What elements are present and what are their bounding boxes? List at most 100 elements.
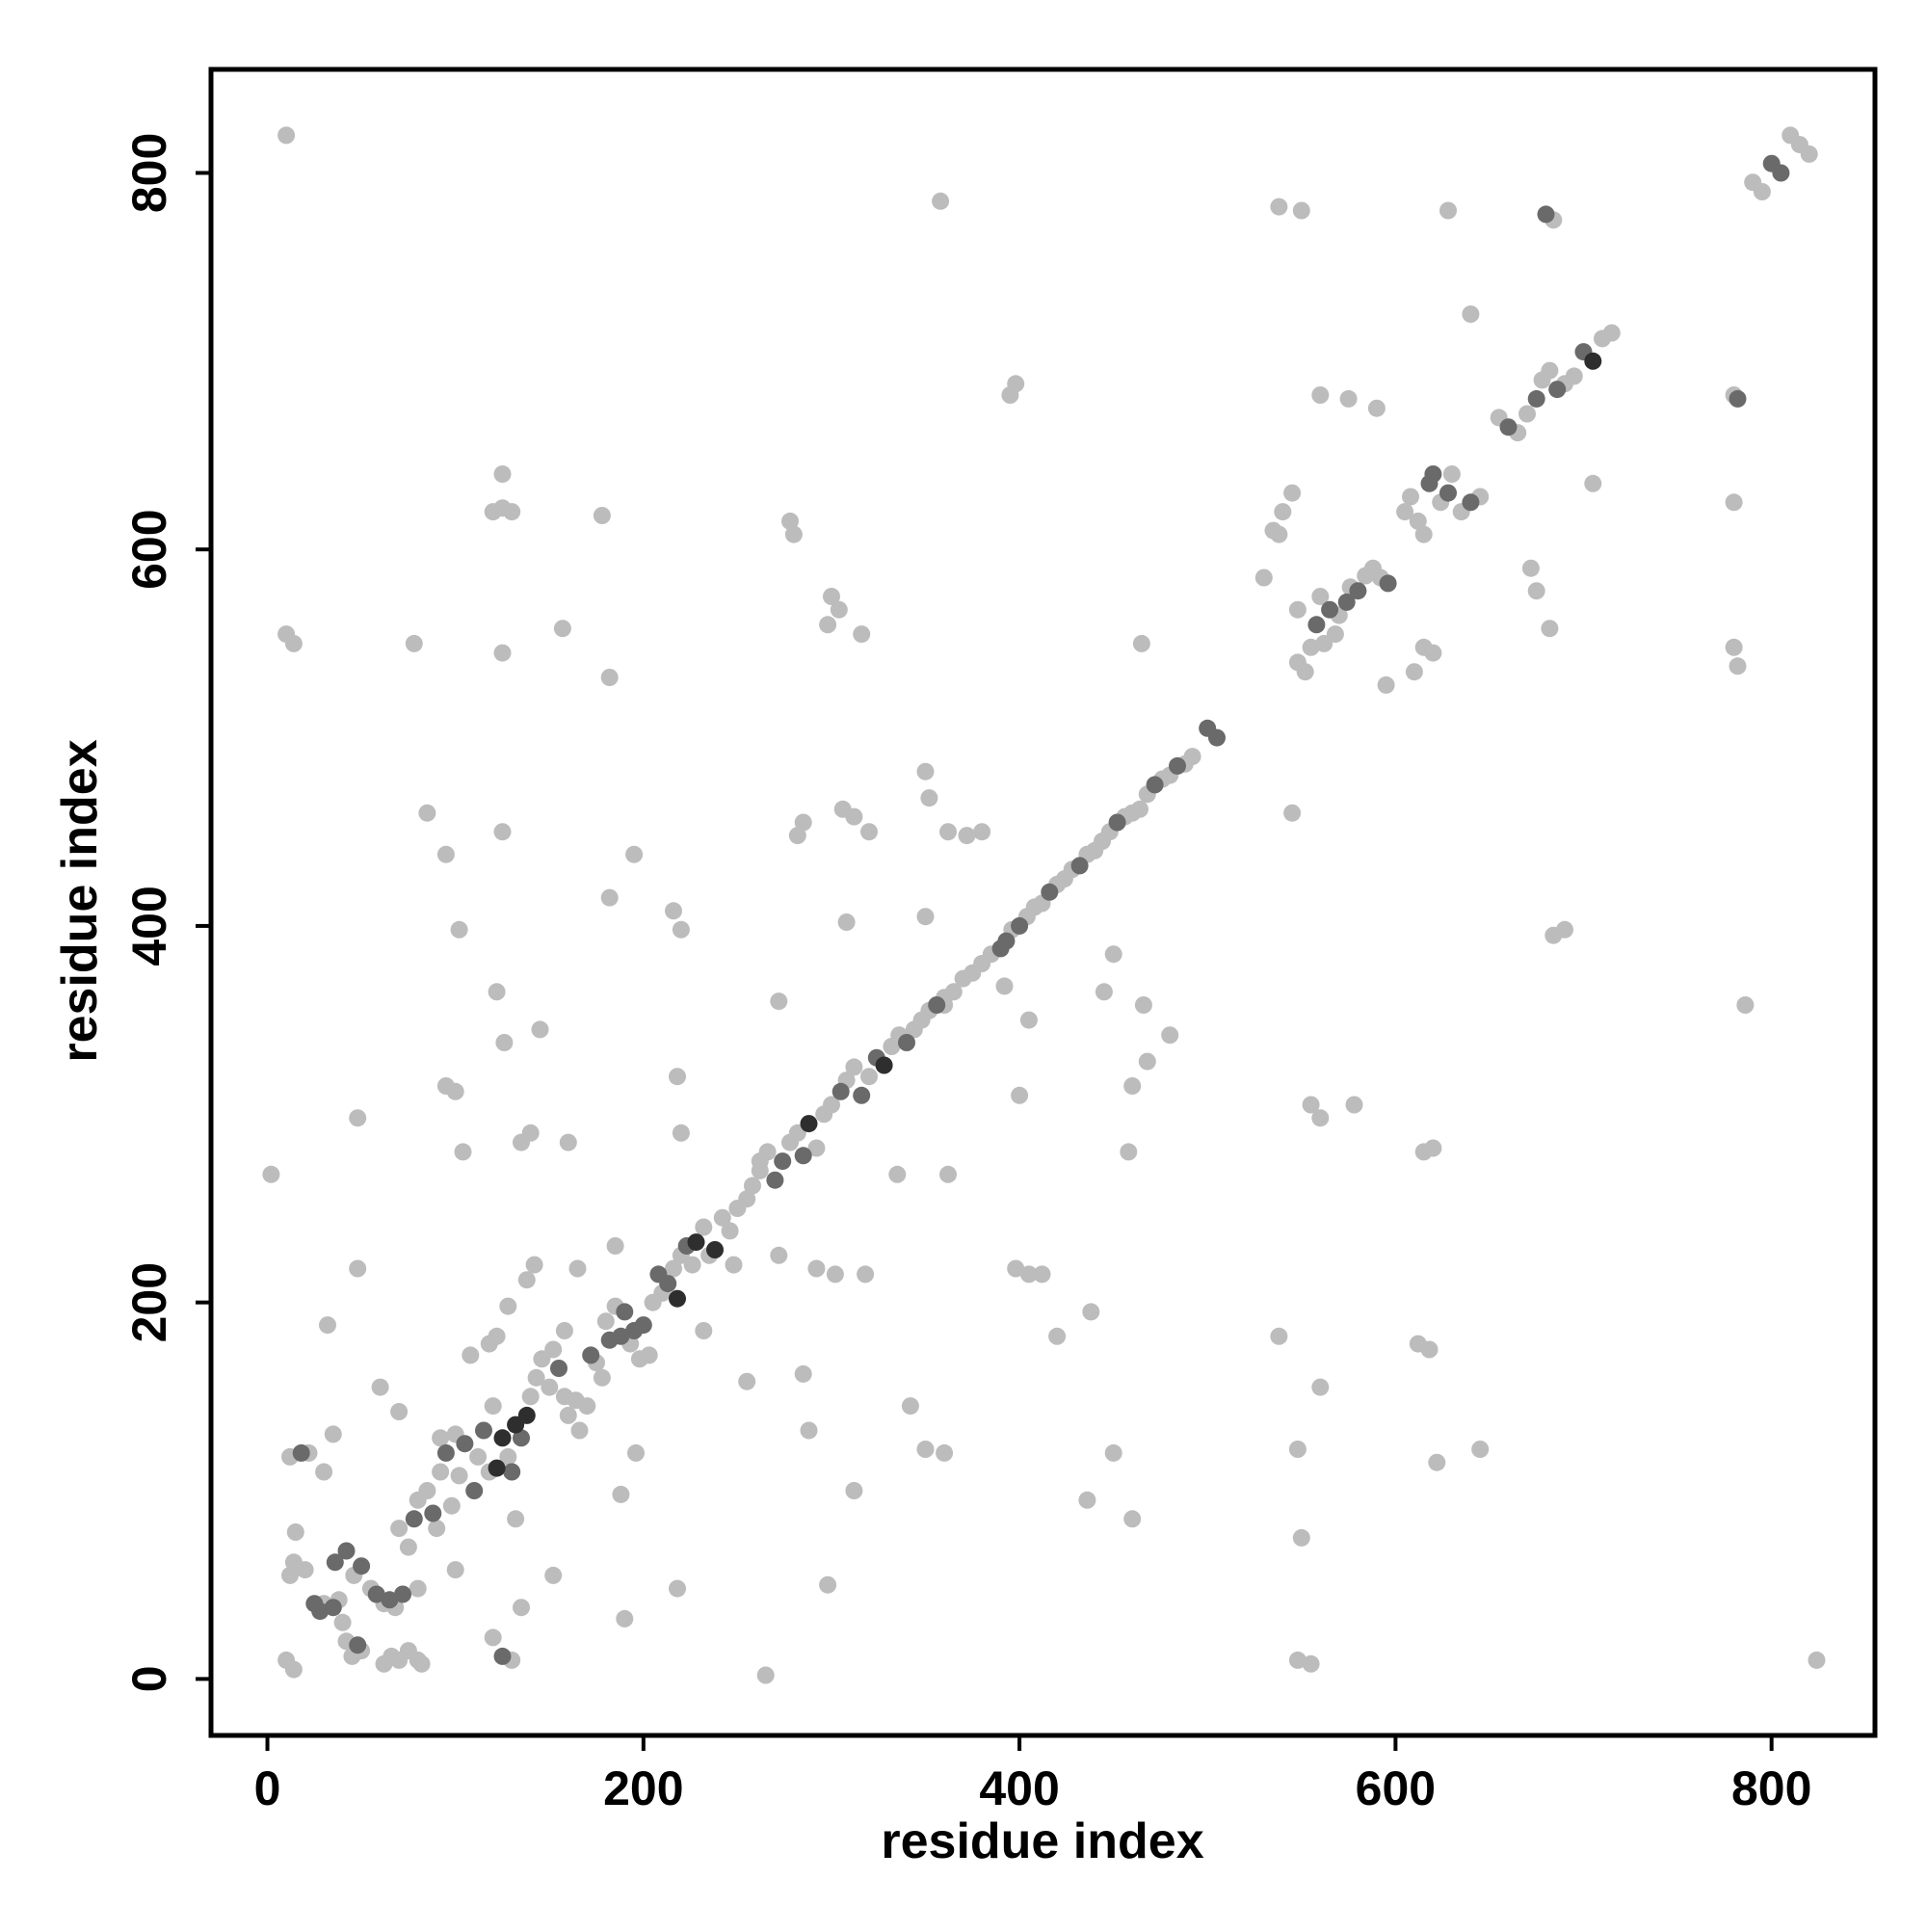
data-point	[1104, 945, 1122, 964]
x-tick-label: 200	[603, 1761, 683, 1815]
data-point	[853, 625, 871, 644]
data-point	[1292, 201, 1310, 220]
data-point	[1499, 418, 1518, 437]
data-point	[517, 1271, 536, 1289]
data-point	[1082, 1303, 1100, 1321]
data-point	[659, 1275, 677, 1293]
data-point	[462, 1346, 480, 1364]
data-point	[1725, 638, 1743, 656]
data-point	[1302, 638, 1320, 656]
data-point	[315, 1463, 333, 1481]
data-point	[337, 1542, 356, 1560]
data-point	[1095, 983, 1113, 1001]
data-point	[469, 1447, 488, 1466]
data-point	[1011, 1086, 1029, 1104]
data-point	[725, 1256, 743, 1274]
data-point	[616, 1609, 634, 1628]
data-point	[738, 1190, 756, 1208]
data-point	[493, 823, 512, 841]
data-point	[559, 1406, 577, 1424]
data-point	[1078, 1491, 1096, 1509]
data-point	[436, 845, 455, 863]
data-point	[521, 1124, 540, 1142]
data-point	[860, 823, 878, 841]
plot-frame	[208, 66, 1878, 1738]
data-point	[596, 1312, 615, 1331]
data-point	[1326, 625, 1344, 644]
data-point	[853, 1086, 871, 1104]
data-point	[1349, 582, 1367, 600]
data-point	[721, 1222, 739, 1240]
data-point	[665, 1259, 682, 1278]
data-point	[830, 600, 848, 619]
data-point	[390, 1520, 409, 1538]
data-point	[1321, 600, 1339, 619]
data-point	[1442, 465, 1461, 483]
data-point	[1420, 1340, 1439, 1359]
data-point	[286, 1523, 304, 1541]
y-axis-title: residue index	[52, 739, 108, 1062]
data-point	[284, 634, 303, 652]
data-point	[936, 1443, 954, 1462]
data-point	[521, 1388, 540, 1406]
data-point	[503, 1463, 521, 1481]
data-point	[446, 1561, 464, 1579]
data-point	[1379, 574, 1397, 593]
data-point	[695, 1322, 713, 1339]
data-point	[488, 1327, 506, 1345]
data-point	[1292, 1528, 1310, 1547]
data-point	[973, 823, 991, 841]
data-point	[939, 1165, 957, 1183]
data-point	[324, 1425, 342, 1443]
data-point	[1183, 748, 1201, 766]
data-point	[349, 1636, 367, 1654]
data-point	[1367, 399, 1386, 417]
data-point	[1311, 1109, 1330, 1127]
x-tick-label: 800	[1731, 1761, 1811, 1815]
x-tick-label: 400	[979, 1761, 1059, 1815]
data-point	[296, 1561, 314, 1579]
data-point	[837, 913, 856, 931]
data-point	[860, 1068, 878, 1086]
data-point	[1033, 1265, 1051, 1284]
data-point	[593, 1368, 611, 1387]
data-point	[1424, 1139, 1442, 1157]
data-point	[412, 1654, 431, 1673]
data-point	[1471, 1441, 1490, 1458]
y-tick-label: 600	[122, 509, 176, 589]
data-point	[503, 503, 521, 521]
data-point	[784, 525, 803, 543]
data-point	[488, 983, 506, 1001]
data-point	[371, 1378, 389, 1396]
data-point	[823, 1096, 840, 1114]
data-point	[507, 1510, 525, 1528]
data-point	[1131, 800, 1148, 818]
data-point	[916, 1441, 935, 1458]
data-point	[627, 1443, 645, 1462]
data-point	[794, 1147, 812, 1165]
data-point	[600, 888, 619, 907]
data-point	[916, 762, 935, 781]
data-point	[319, 1316, 336, 1335]
data-point	[1307, 616, 1326, 634]
data-point	[1120, 1143, 1138, 1161]
data-point	[744, 1177, 761, 1195]
data-point	[1541, 620, 1559, 638]
data-point	[713, 1208, 731, 1227]
data-point	[311, 1602, 330, 1621]
data-point	[1270, 1327, 1288, 1345]
data-point	[1161, 1026, 1179, 1045]
data-point	[781, 512, 799, 530]
data-point	[1462, 493, 1480, 512]
data-point	[1424, 644, 1442, 662]
data-point	[432, 1463, 450, 1481]
data-point	[1274, 503, 1292, 521]
data-point	[794, 813, 812, 832]
data-point	[1565, 367, 1583, 385]
data-point	[1070, 857, 1089, 875]
data-point	[1254, 569, 1273, 587]
data-point	[349, 1109, 367, 1127]
data-point	[593, 507, 611, 524]
